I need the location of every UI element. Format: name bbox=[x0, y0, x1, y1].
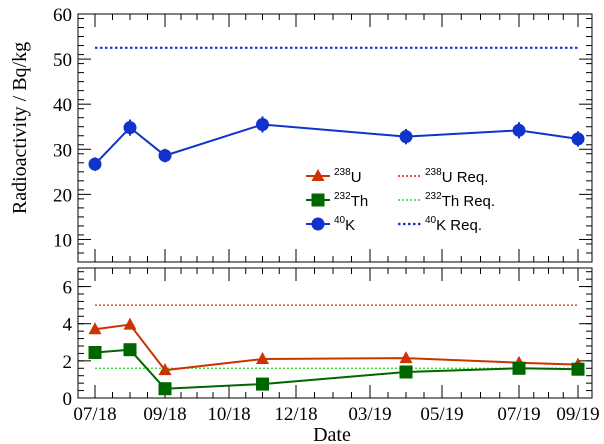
top-tick-label: 20 bbox=[53, 185, 72, 206]
legend-isotope-mass: 40 bbox=[334, 215, 346, 226]
legend-label-text: U bbox=[351, 169, 362, 186]
x-tick-label: 03/19 bbox=[348, 404, 391, 425]
legend-marker-k bbox=[311, 217, 325, 231]
legend-label-u: 238U bbox=[334, 167, 362, 186]
legend-label-th-req: 232Th Req. bbox=[425, 191, 495, 210]
th-data-point bbox=[571, 362, 585, 376]
legend-label-text: U Req. bbox=[442, 169, 489, 186]
k-data-point bbox=[123, 121, 137, 135]
legend-label-k-req: 40K Req. bbox=[425, 215, 482, 234]
k-data-point bbox=[512, 123, 526, 137]
legend-label-text: K Req. bbox=[436, 217, 482, 234]
legend-label-text: Th Req. bbox=[442, 193, 495, 210]
bottom-tick-label: 0 bbox=[63, 389, 73, 410]
bottom-panel: 0 2 4 6 07/18 09/18 10/18 12/18 03/19 05/19 07/19 0… bbox=[63, 267, 600, 425]
legend-isotope-mass: 40 bbox=[425, 215, 437, 226]
legend-label-text: K bbox=[345, 217, 355, 234]
legend-label-text: Th bbox=[351, 193, 369, 210]
u-data-point bbox=[88, 322, 102, 335]
k-data-point bbox=[158, 149, 172, 163]
legend-marker-th bbox=[311, 193, 325, 207]
u-data-point bbox=[123, 317, 137, 330]
x-tick-label: 07/19 bbox=[497, 404, 540, 425]
x-tick-label: 10/18 bbox=[207, 404, 250, 425]
x-tick-label: 09/18 bbox=[143, 404, 186, 425]
bottom-tick-label: 2 bbox=[63, 352, 73, 373]
bottom-tick-label: 4 bbox=[63, 315, 73, 336]
k-data-point bbox=[399, 130, 413, 144]
th-data-point bbox=[123, 343, 137, 357]
th-data-point bbox=[512, 361, 526, 375]
bottom-frame bbox=[77, 267, 593, 399]
legend-label-k: 40K bbox=[334, 215, 355, 234]
top-tick-label: 40 bbox=[53, 95, 72, 116]
u-data-point bbox=[158, 363, 172, 376]
legend-isotope-mass: 232 bbox=[425, 191, 442, 202]
top-tick-label: 50 bbox=[53, 50, 72, 71]
legend-label-u-req: 238U Req. bbox=[425, 167, 488, 186]
top-panel: 10 20 30 40 50 60 bbox=[53, 5, 593, 263]
x-tick-label: 09/19 bbox=[556, 404, 599, 425]
y-axis-title: Radioactivity / Bq/kg bbox=[9, 42, 31, 214]
legend-marker-u bbox=[311, 169, 325, 181]
legend-label-th: 232Th bbox=[334, 191, 368, 210]
top-frame bbox=[77, 13, 593, 263]
legend-isotope-mass: 238 bbox=[334, 167, 351, 178]
u-data-point bbox=[399, 351, 413, 364]
x-tick-label: 05/19 bbox=[420, 404, 463, 425]
x-tick-label: 12/18 bbox=[274, 404, 317, 425]
top-tick-label: 60 bbox=[53, 5, 72, 26]
th-data-point bbox=[158, 382, 172, 396]
k-data-point bbox=[256, 117, 269, 131]
top-tick-label: 10 bbox=[53, 230, 72, 251]
x-axis-title: Date bbox=[313, 424, 351, 444]
top-tick-label: 30 bbox=[53, 140, 72, 161]
th-data-point bbox=[399, 365, 413, 379]
bottom-tick-label: 6 bbox=[63, 278, 73, 299]
u-series-line bbox=[94, 323, 579, 372]
th-data-point bbox=[88, 346, 102, 359]
th-data-point bbox=[256, 377, 269, 391]
k-data-point bbox=[571, 132, 585, 146]
legend-isotope-mass: 238 bbox=[425, 167, 442, 178]
k-data-point bbox=[88, 157, 102, 171]
u-data-point bbox=[256, 352, 269, 364]
x-tick-label: 07/18 bbox=[73, 404, 116, 425]
legend-isotope-mass: 232 bbox=[334, 191, 351, 202]
